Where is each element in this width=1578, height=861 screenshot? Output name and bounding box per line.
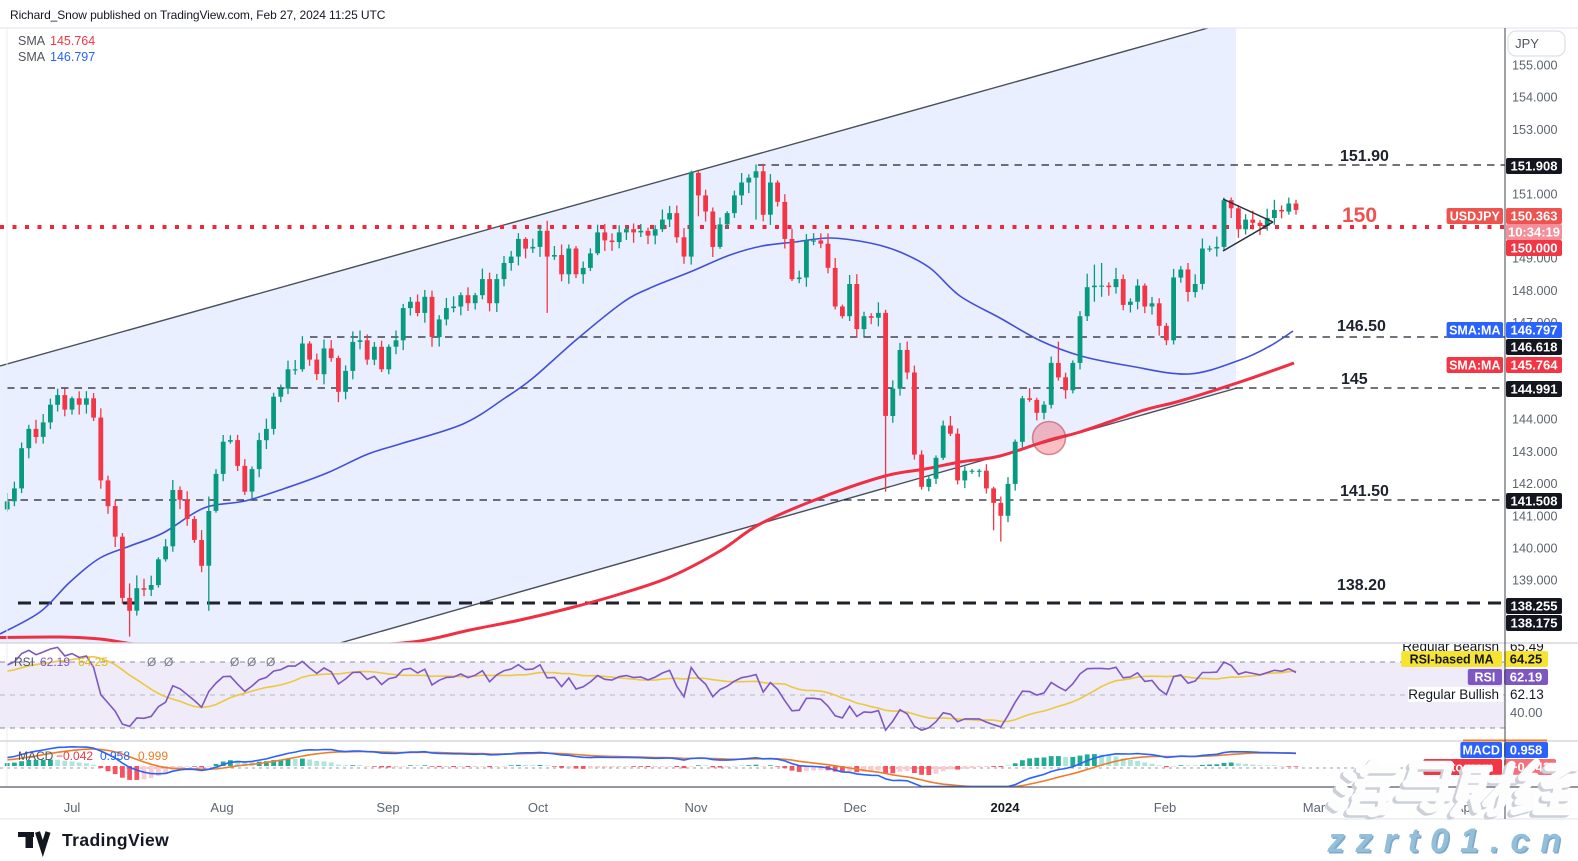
svg-text:−0.042: −0.042 bbox=[56, 749, 93, 763]
svg-text:141.000: 141.000 bbox=[1512, 509, 1558, 523]
svg-text:64.25: 64.25 bbox=[1510, 652, 1543, 667]
svg-text:RSI-based MA: RSI-based MA bbox=[1410, 653, 1494, 667]
svg-text:Mar: Mar bbox=[1303, 800, 1326, 815]
svg-text:65.49: 65.49 bbox=[1510, 639, 1544, 654]
svg-text:JPY: JPY bbox=[1515, 36, 1539, 51]
svg-text:TradingView: TradingView bbox=[62, 830, 169, 850]
svg-text:0.958: 0.958 bbox=[1510, 743, 1543, 758]
svg-text:138.255: 138.255 bbox=[1511, 599, 1558, 614]
svg-text:144.991: 144.991 bbox=[1511, 382, 1558, 397]
svg-text:150.363: 150.363 bbox=[1511, 209, 1558, 224]
svg-text:151.000: 151.000 bbox=[1512, 187, 1558, 201]
svg-text:SMA: SMA bbox=[18, 50, 46, 64]
svg-text:139.000: 139.000 bbox=[1512, 574, 1558, 588]
svg-text:SMA: SMA bbox=[18, 34, 46, 48]
svg-text:Feb: Feb bbox=[1154, 800, 1176, 815]
svg-text:RSI: RSI bbox=[14, 655, 34, 669]
svg-text:MACD: MACD bbox=[18, 749, 54, 763]
svg-text:153.000: 153.000 bbox=[1512, 123, 1558, 137]
svg-text:Ø: Ø bbox=[164, 655, 173, 669]
svg-text:0.958: 0.958 bbox=[100, 749, 130, 763]
svg-text:0.999: 0.999 bbox=[138, 749, 168, 763]
svg-text:154.000: 154.000 bbox=[1512, 91, 1558, 105]
svg-text:Ø: Ø bbox=[266, 655, 275, 669]
svg-text:145.764: 145.764 bbox=[50, 34, 95, 48]
svg-text:Ø: Ø bbox=[230, 655, 239, 669]
svg-text:138.175: 138.175 bbox=[1511, 616, 1558, 631]
svg-text:146.797: 146.797 bbox=[50, 50, 95, 64]
svg-text:140.000: 140.000 bbox=[1512, 542, 1558, 556]
svg-text:10:34:19: 10:34:19 bbox=[1508, 225, 1560, 240]
svg-text:Oct: Oct bbox=[528, 800, 549, 815]
svg-text:62.13: 62.13 bbox=[1510, 687, 1544, 702]
svg-text:146.50: 146.50 bbox=[1337, 318, 1386, 335]
svg-text:142.000: 142.000 bbox=[1512, 477, 1558, 491]
svg-text:2024: 2024 bbox=[991, 800, 1021, 815]
svg-text:138.20: 138.20 bbox=[1337, 577, 1386, 594]
svg-text:62.19: 62.19 bbox=[40, 655, 70, 669]
svg-text:143.000: 143.000 bbox=[1512, 445, 1558, 459]
svg-text:62.19: 62.19 bbox=[1510, 670, 1543, 685]
svg-text:151.90: 151.90 bbox=[1340, 148, 1389, 165]
svg-text:145.764: 145.764 bbox=[1511, 358, 1559, 373]
svg-text:Regular Bullish: Regular Bullish bbox=[1408, 687, 1499, 702]
svg-text:Aug: Aug bbox=[210, 800, 233, 815]
svg-text:Nov: Nov bbox=[684, 800, 708, 815]
svg-text:150.000: 150.000 bbox=[1511, 241, 1558, 256]
svg-text:155.000: 155.000 bbox=[1512, 59, 1558, 73]
svg-text:144.000: 144.000 bbox=[1512, 413, 1558, 427]
svg-text:Sep: Sep bbox=[376, 800, 399, 815]
svg-text:SMA:MA: SMA:MA bbox=[1449, 359, 1500, 373]
svg-text:148.000: 148.000 bbox=[1512, 284, 1558, 298]
svg-text:Jul: Jul bbox=[64, 800, 81, 815]
svg-text:Regular Bearish: Regular Bearish bbox=[1402, 639, 1499, 654]
svg-text:USDJPY: USDJPY bbox=[1450, 210, 1501, 224]
svg-text:146.618: 146.618 bbox=[1511, 340, 1558, 355]
svg-text:141.50: 141.50 bbox=[1340, 483, 1389, 500]
svg-text:150: 150 bbox=[1342, 204, 1377, 227]
svg-text:MACD: MACD bbox=[1462, 744, 1500, 758]
svg-text:151.908: 151.908 bbox=[1511, 159, 1558, 174]
svg-text:146.797: 146.797 bbox=[1511, 323, 1558, 338]
svg-text:145: 145 bbox=[1341, 371, 1368, 388]
svg-text:Dec: Dec bbox=[843, 800, 867, 815]
svg-text:Ø: Ø bbox=[247, 655, 256, 669]
svg-text:RSI: RSI bbox=[1474, 671, 1495, 685]
svg-text:141.508: 141.508 bbox=[1511, 494, 1558, 509]
svg-text:64.25: 64.25 bbox=[78, 655, 108, 669]
svg-text:Ø: Ø bbox=[147, 655, 156, 669]
svg-text:SMA:MA: SMA:MA bbox=[1449, 324, 1500, 338]
svg-text:40.00: 40.00 bbox=[1510, 705, 1543, 720]
